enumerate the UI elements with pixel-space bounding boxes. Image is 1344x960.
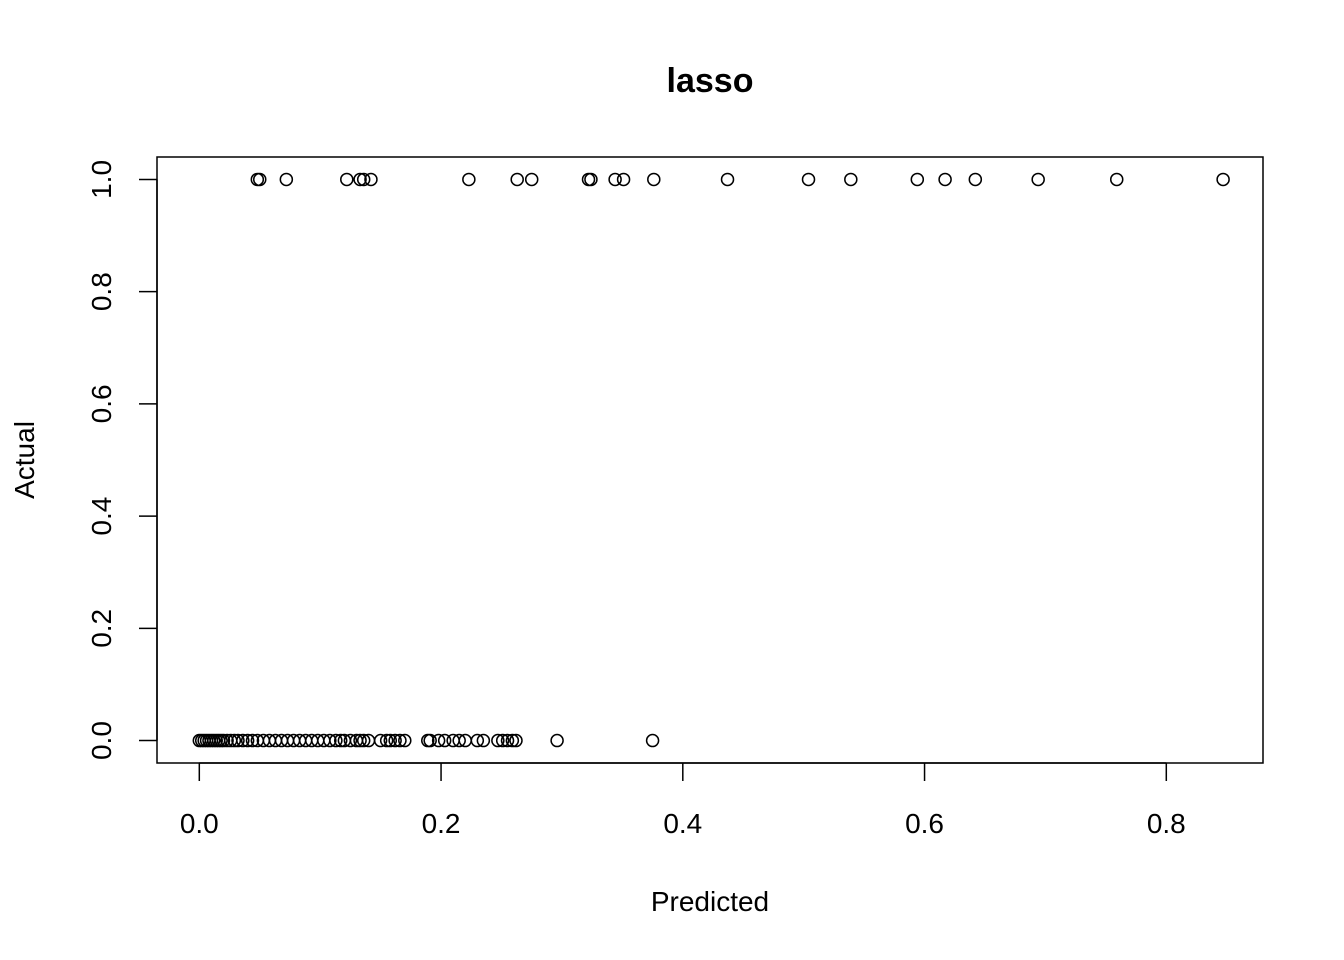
data-point [329,733,343,748]
data-point [491,733,505,748]
y-tick-label: 0.6 [86,384,117,423]
data-point [252,172,267,187]
data-point [220,733,234,748]
data-point [509,733,523,748]
data-point [510,172,524,187]
data-point [227,733,242,748]
y-tick-label: 0.8 [86,272,117,311]
data-point [383,733,398,748]
data-points [192,172,1230,748]
x-tick-label: 0.8 [1147,808,1186,839]
data-point [393,733,407,748]
data-point [340,172,354,187]
data-point [968,172,983,187]
data-point [910,172,925,187]
data-point [398,733,412,748]
y-tick-label: 0.4 [86,497,117,536]
data-point [844,172,858,187]
data-point [505,733,520,748]
data-point [373,733,388,748]
data-point [353,172,367,187]
data-point [279,172,294,187]
data-point [333,733,348,748]
data-point [431,733,446,748]
data-point [343,733,358,748]
x-tick-label: 0.6 [905,808,944,839]
data-point [462,172,476,187]
data-point [356,733,371,748]
data-point [323,733,337,748]
x-axis: 0.0 0.2 0.4 0.6 0.8 [180,762,1186,839]
data-point [616,172,631,187]
chart-title: lasso [667,62,754,100]
data-point [437,733,452,748]
data-point [1109,172,1124,187]
data-point [1216,172,1230,187]
y-tick-label: 0.0 [86,721,117,760]
data-point [452,733,466,748]
data-point [647,172,661,187]
data-point [240,733,255,748]
data-point [423,733,437,748]
y-tick-label: 1.0 [86,160,117,199]
data-point [801,172,816,187]
data-point [524,172,539,187]
data-point [500,733,515,748]
y-axis-label: Actual [9,421,40,499]
x-tick-label: 0.4 [663,808,702,839]
x-tick-label: 0.2 [422,808,461,839]
data-point [720,172,735,187]
data-point [356,172,371,187]
data-point [550,733,564,748]
y-tick-label: 0.2 [86,609,117,648]
data-point [379,733,394,748]
plot-frame [156,156,1264,764]
data-point [245,733,260,748]
data-point [608,172,622,187]
x-axis-label: Predicted [651,886,769,917]
data-point [645,733,660,748]
x-tick-label: 0.0 [180,808,219,839]
data-point [236,733,250,748]
y-axis: 0.0 0.2 0.4 0.6 0.8 1.0 [86,160,158,760]
data-point [364,172,378,187]
data-point [353,733,367,748]
data-point [470,733,485,748]
data-point [216,733,231,748]
data-point [495,733,510,748]
data-point [476,733,491,748]
data-point [388,733,402,748]
data-point [584,172,598,187]
data-point [1031,172,1045,187]
data-point [231,733,245,748]
data-point [938,172,952,187]
